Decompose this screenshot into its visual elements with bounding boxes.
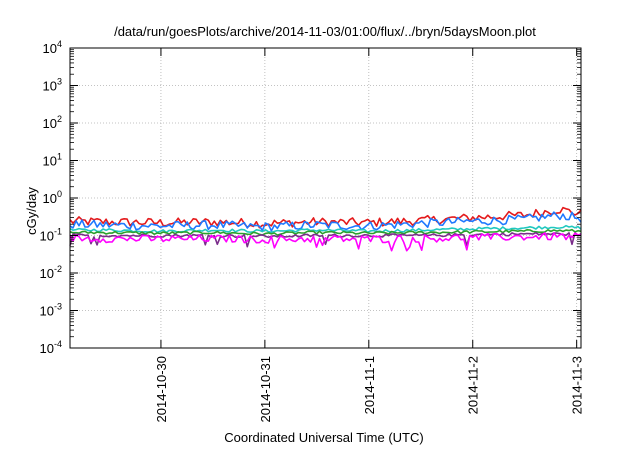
series-line (69, 211, 582, 232)
y-axis-label: cGy/day (24, 187, 39, 235)
x-tick-label: 2014-11-1 (362, 356, 377, 414)
series-line (69, 224, 582, 234)
series-layer (69, 206, 582, 252)
y-tick-label: 104 (43, 39, 62, 56)
y-tick-label: 10-4 (40, 339, 62, 356)
chart-title: /data/run/goesPlots/archive/2014-11-03/0… (114, 24, 536, 39)
x-axis-label: Coordinated Universal Time (UTC) (224, 430, 423, 445)
x-tick-label: 2014-10-31 (258, 356, 273, 423)
x-tick-label: 2014-11-2 (466, 356, 481, 414)
y-tick-label: 101 (43, 152, 62, 169)
y-tick-label: 100 (43, 189, 62, 206)
series-line (69, 228, 582, 236)
y-tick-label: 102 (43, 114, 62, 131)
series-line (69, 232, 582, 252)
y-tick-label: 10-2 (40, 264, 62, 281)
x-tick-label: 2014-10-30 (154, 356, 169, 423)
x-tick-label: 2014-11-3 (570, 356, 585, 414)
y-tick-label: 103 (43, 77, 62, 94)
y-tick-label: 10-3 (40, 302, 62, 319)
y-tick-label: 10-1 (40, 227, 62, 244)
grid (70, 48, 581, 348)
